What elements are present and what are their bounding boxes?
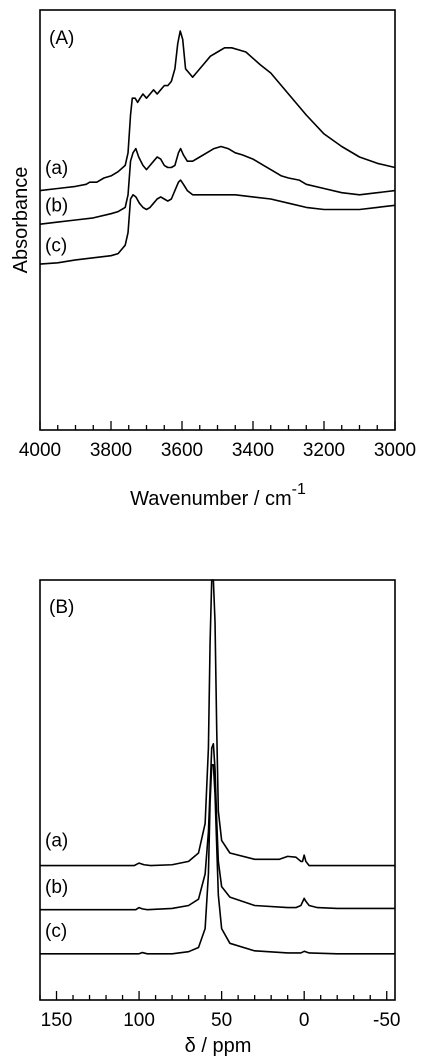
trace-label-b-2: (b): [45, 877, 68, 898]
trace-b-2: [40, 743, 395, 911]
x-ticks-a: [39, 421, 396, 430]
x-axis-title-a-main: Wavenumber / cm: [130, 488, 292, 510]
traces-b: [40, 579, 395, 955]
trace-labels-a: (a) (b) (c): [45, 158, 68, 257]
panel-label-b: (B): [49, 597, 74, 618]
plot-frame-b: [39, 579, 396, 1001]
traces-a: [39, 30, 396, 265]
x-tick-labels-a: 4000 3800 3600 3400 3200 3000: [19, 440, 416, 461]
trace-a-1: [39, 30, 396, 192]
y-axis-title-a: Absorbance: [10, 167, 32, 274]
x-tick-label-b: 100: [123, 1010, 155, 1031]
plot-frame-a: [39, 9, 396, 431]
x-axis-title-b: δ / ppm: [185, 1035, 252, 1057]
trace-label-b-3: (c): [45, 921, 67, 942]
x-tick-label-b: 150: [41, 1010, 73, 1031]
panel-a: (A) Absorbance 4000 3800 3600 3400 3200 3000 …: [10, 9, 416, 510]
x-tick-labels-b: 150 100 50 0 -50: [41, 1010, 401, 1031]
x-axis-title-a-sup: -1: [292, 481, 306, 498]
x-tick-label-a: 3600: [161, 440, 203, 461]
x-tick-label-b: 0: [299, 1010, 310, 1031]
x-tick-label-a: 3200: [303, 440, 345, 461]
x-tick-label-b: -50: [373, 1010, 400, 1031]
panel-label-a: (A): [49, 28, 74, 49]
x-tick-label-a: 3000: [374, 440, 416, 461]
trace-label-a-2: (b): [45, 196, 68, 217]
x-tick-label-b: 50: [211, 1010, 232, 1031]
trace-b-3: [40, 764, 395, 955]
x-ticks-b: [39, 991, 388, 1000]
panel-b: (B) 150 100 50 0 -50 (a) (b) (c) δ / ppm: [39, 579, 401, 1057]
trace-label-a-1: (a): [45, 158, 68, 179]
trace-label-a-3: (c): [45, 236, 67, 257]
x-axis-title-a: Wavenumber / cm-1: [130, 481, 306, 510]
x-tick-label-a: 4000: [19, 440, 61, 461]
trace-b-1: [40, 579, 395, 867]
trace-label-b-1: (a): [45, 831, 68, 852]
trace-a-3: [39, 179, 396, 265]
trace-a-2: [39, 145, 396, 225]
x-tick-label-a: 3800: [90, 440, 132, 461]
trace-labels-b: (a) (b) (c): [45, 831, 68, 942]
x-tick-label-a: 3400: [232, 440, 274, 461]
